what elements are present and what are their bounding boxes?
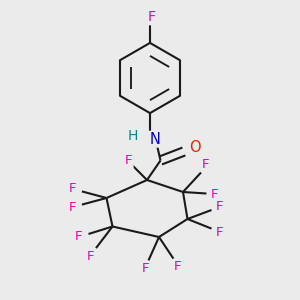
Text: O: O bbox=[190, 140, 201, 155]
Text: F: F bbox=[202, 158, 209, 172]
Text: F: F bbox=[75, 230, 83, 243]
Text: F: F bbox=[148, 11, 155, 24]
Text: H: H bbox=[128, 129, 138, 143]
Text: F: F bbox=[174, 260, 182, 274]
Text: F: F bbox=[216, 226, 224, 239]
Text: F: F bbox=[142, 262, 149, 275]
Text: F: F bbox=[211, 188, 218, 201]
Text: F: F bbox=[87, 250, 95, 263]
Text: F: F bbox=[216, 200, 224, 214]
Text: N: N bbox=[149, 132, 160, 147]
Text: F: F bbox=[69, 182, 77, 196]
Text: F: F bbox=[69, 201, 77, 214]
Text: F: F bbox=[125, 154, 133, 167]
